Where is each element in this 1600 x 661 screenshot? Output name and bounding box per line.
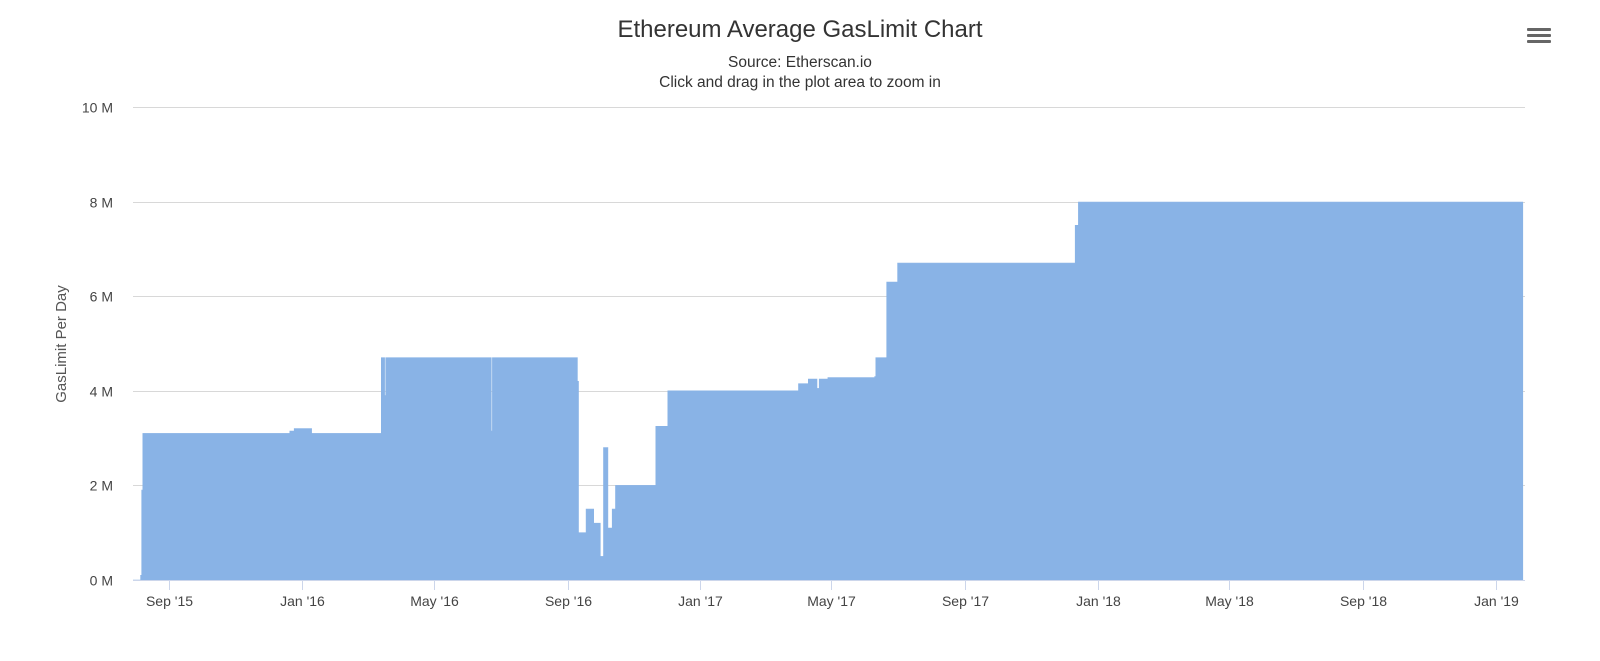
- menu-bar: [1527, 40, 1551, 43]
- x-tick-label: Jan '18: [1076, 593, 1121, 609]
- chart-title: Ethereum Average GasLimit Chart: [617, 16, 983, 43]
- x-tick-label: Jan '16: [280, 593, 325, 609]
- y-tick-label: 8 M: [90, 195, 113, 211]
- x-tick-label: May '18: [1205, 593, 1254, 609]
- y-tick-label: 4 M: [90, 384, 113, 400]
- x-tick-label: Sep '16: [545, 593, 592, 609]
- menu-bar: [1527, 28, 1551, 31]
- y-axis-title: GasLimit Per Day: [53, 285, 70, 403]
- x-tick-label: Sep '18: [1340, 593, 1387, 609]
- x-tick-label: Sep '15: [146, 593, 193, 609]
- y-tick-label: 2 M: [90, 478, 113, 494]
- y-tick-label: 6 M: [90, 289, 113, 305]
- x-tick-label: May '16: [410, 593, 459, 609]
- x-tick-label: Sep '17: [942, 593, 989, 609]
- series-area-group: [133, 201, 1524, 581]
- x-tick-label: Jan '19: [1474, 593, 1519, 609]
- chart-subtitle-zoom-hint: Click and drag in the plot area to zoom …: [659, 74, 941, 91]
- series-area: [133, 201, 1524, 581]
- y-tick-label: 0 M: [90, 573, 113, 589]
- hamburger-menu-icon[interactable]: [1524, 22, 1554, 52]
- y-tick-label: 10 M: [82, 100, 113, 116]
- axes: 0 M 2 M 4 M 6 M 8 M 10 M Sep '15 Jan '16 May '16…: [82, 100, 1525, 609]
- x-tick-label: May '17: [807, 593, 856, 609]
- menu-bar: [1527, 34, 1551, 37]
- chart-subtitle-source: Source: Etherscan.io: [728, 54, 872, 71]
- x-tick-label: Jan '17: [678, 593, 723, 609]
